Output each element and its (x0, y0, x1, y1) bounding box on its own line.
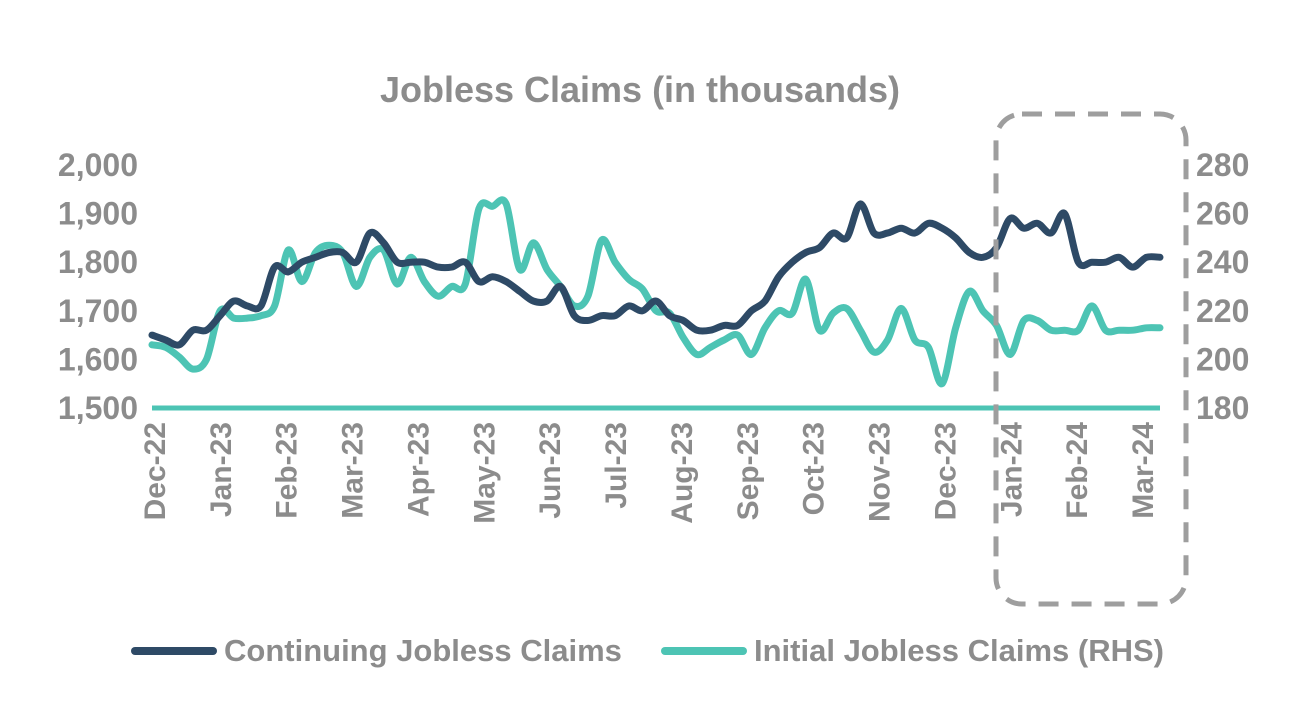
x-tick-label: Dec-22 (139, 422, 172, 520)
x-tick-label: Mar-23 (337, 422, 370, 519)
right-tick-label: 180 (1196, 390, 1249, 426)
legend-label-continuing: Continuing Jobless Claims (224, 633, 622, 668)
x-tick-label: Feb-24 (1061, 422, 1094, 519)
x-tick-label: Jun-23 (534, 422, 567, 519)
right-tick-label: 280 (1196, 147, 1249, 183)
x-tick-label: Oct-23 (798, 422, 831, 515)
x-tick-label: Nov-23 (864, 422, 897, 522)
x-tick-label: May-23 (468, 422, 501, 524)
x-tick-label: Dec-23 (929, 422, 962, 520)
left-tick-label: 1,700 (58, 293, 138, 329)
chart-title: Jobless Claims (in thousands) (380, 69, 900, 110)
x-tick-label: Sep-23 (732, 422, 765, 520)
x-tick-label: Jan-24 (995, 422, 1028, 517)
x-tick-label: Jan-23 (205, 422, 238, 517)
right-tick-label: 200 (1196, 341, 1249, 377)
x-axis-ticks: Dec-22 Jan-23 Feb-23 Mar-23 Apr-23 May-23 Jun-… (139, 422, 1160, 524)
x-tick-label: Feb-23 (271, 422, 304, 519)
left-tick-label: 1,800 (58, 244, 138, 280)
legend-label-initial: Initial Jobless Claims (RHS) (754, 633, 1164, 668)
x-tick-label: Apr-23 (402, 422, 435, 517)
highlight-dashed-box (993, 111, 1189, 607)
left-axis-ticks: 1,500 1,600 1,700 1,800 1,900 2,000 (58, 147, 138, 426)
x-tick-label: Aug-23 (666, 422, 699, 524)
left-tick-label: 1,600 (58, 341, 138, 377)
initial-claims-line (148, 196, 1164, 388)
right-tick-label: 240 (1196, 244, 1249, 280)
left-tick-label: 2,000 (58, 147, 138, 183)
x-tick-label: Jul-23 (600, 422, 633, 509)
left-tick-label: 1,900 (58, 196, 138, 232)
right-axis-ticks: 180 200 220 240 260 280 (1196, 147, 1249, 426)
right-tick-label: 260 (1196, 196, 1249, 232)
continuing-claims-line (148, 200, 1164, 349)
series-lines (148, 196, 1164, 388)
x-tick-label: Mar-24 (1127, 422, 1160, 519)
right-tick-label: 220 (1196, 293, 1249, 329)
left-tick-label: 1,500 (58, 390, 138, 426)
legend: Continuing Jobless Claims Initial Jobles… (131, 633, 1164, 668)
